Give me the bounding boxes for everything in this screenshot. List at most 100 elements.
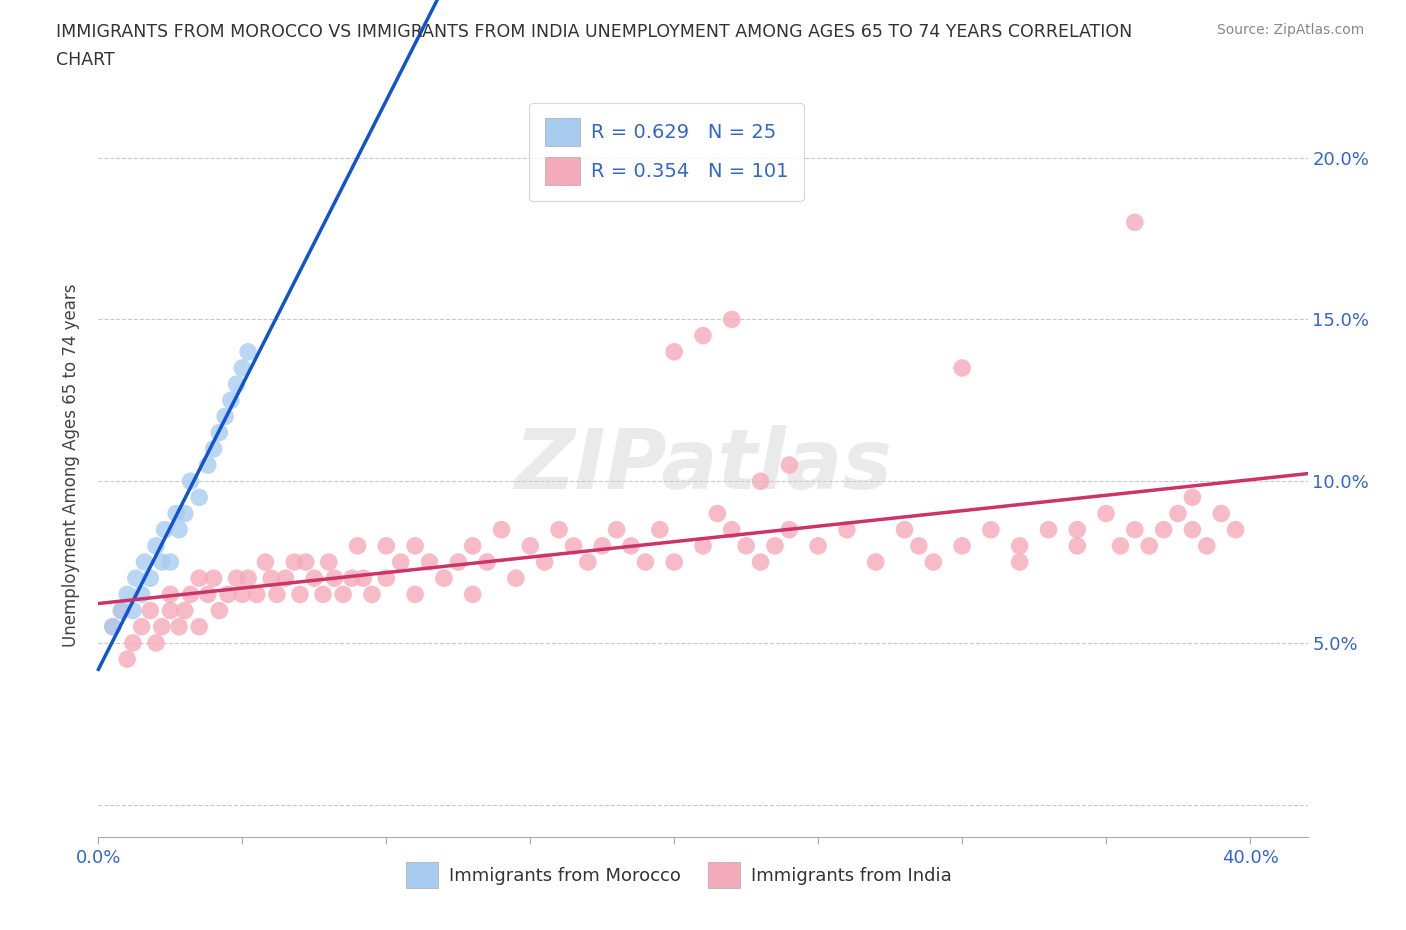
Point [254,554,277,569]
Point [202,571,225,586]
Point [165,506,187,521]
Point [1008,538,1031,553]
Text: Source: ZipAtlas.com: Source: ZipAtlas.com [1216,23,1364,37]
Point [893,523,915,538]
Point [202,442,225,457]
Point [122,635,145,650]
Point [125,571,148,586]
Text: CHART: CHART [56,51,115,69]
Point [950,538,973,553]
Point [865,554,887,569]
Y-axis label: Unemployment Among Ages 65 to 74 years: Unemployment Among Ages 65 to 74 years [62,284,80,646]
Point [312,587,335,602]
Point [236,344,259,359]
Point [749,473,772,488]
Point [139,571,162,586]
Point [908,538,931,553]
Point [346,538,368,553]
Point [283,554,305,569]
Point [110,604,132,618]
Point [266,587,288,602]
Point [225,571,247,586]
Point [260,571,283,586]
Point [980,523,1002,538]
Point [139,604,162,618]
Point [236,571,259,586]
Point [188,490,211,505]
Point [606,523,628,538]
Point [1109,538,1132,553]
Point [361,587,384,602]
Point [950,361,973,376]
Text: ZIPatlas: ZIPatlas [515,424,891,506]
Point [318,554,340,569]
Point [197,458,219,472]
Point [720,312,742,326]
Point [197,587,219,602]
Point [214,409,236,424]
Point [1181,523,1204,538]
Point [219,392,242,407]
Point [274,571,297,586]
Point [1038,523,1060,538]
Point [835,523,858,538]
Point [188,619,211,634]
Point [475,554,498,569]
Point [763,538,786,553]
Point [340,571,363,586]
Point [922,554,945,569]
Point [491,523,513,538]
Point [505,571,527,586]
Text: IMMIGRANTS FROM MOROCCO VS IMMIGRANTS FROM INDIA UNEMPLOYMENT AMONG AGES 65 TO 7: IMMIGRANTS FROM MOROCCO VS IMMIGRANTS FR… [56,23,1132,41]
Legend: Immigrants from Morocco, Immigrants from India: Immigrants from Morocco, Immigrants from… [398,855,959,895]
Point [1195,538,1218,553]
Point [1181,490,1204,505]
Point [533,554,555,569]
Point [180,473,202,488]
Point [159,587,181,602]
Point [208,425,231,440]
Point [188,571,211,586]
Point [418,554,440,569]
Point [288,587,311,602]
Point [1167,506,1189,521]
Point [664,554,686,569]
Point [167,619,190,634]
Point [110,604,132,618]
Point [246,587,269,602]
Point [1095,506,1118,521]
Point [231,361,253,376]
Point [332,587,354,602]
Point [304,571,326,586]
Point [576,554,599,569]
Point [153,523,176,538]
Point [634,554,657,569]
Point [620,538,643,553]
Point [173,604,195,618]
Point [706,506,728,521]
Point [323,571,346,586]
Point [461,587,484,602]
Point [150,554,173,569]
Point [778,458,800,472]
Point [134,554,156,569]
Point [145,538,167,553]
Point [145,635,167,650]
Point [404,538,426,553]
Point [735,538,758,553]
Point [1066,538,1088,553]
Point [1153,523,1175,538]
Point [461,538,484,553]
Point [1123,215,1146,230]
Point [115,587,138,602]
Point [749,554,772,569]
Point [159,604,181,618]
Point [131,619,153,634]
Point [692,538,714,553]
Point [180,587,202,602]
Point [562,538,585,553]
Point [648,523,671,538]
Point [404,587,426,602]
Point [225,377,247,392]
Point [375,571,398,586]
